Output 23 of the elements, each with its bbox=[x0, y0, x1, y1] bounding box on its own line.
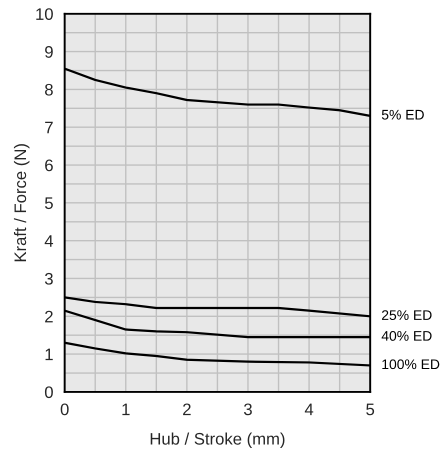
y-tick-label: 7 bbox=[45, 122, 53, 134]
x-tick-label: 5 bbox=[366, 404, 374, 416]
y-tick-label: 8 bbox=[45, 84, 53, 96]
y-tick-label: 3 bbox=[44, 272, 53, 285]
y-tick-label: 0 bbox=[44, 386, 53, 398]
y-tick-label: 9 bbox=[45, 46, 53, 58]
y-tick-label: 4 bbox=[44, 235, 54, 247]
y-tick-label: 5 bbox=[44, 197, 53, 210]
x-tick-label: 3 bbox=[244, 403, 252, 416]
y-tick-label: 1 bbox=[46, 348, 53, 360]
series-label: 100% ED bbox=[382, 359, 440, 370]
x-tick-label: 1 bbox=[122, 404, 130, 416]
x-tick-label: 0 bbox=[60, 403, 69, 416]
y-tick-label: 10 bbox=[36, 8, 53, 20]
x-tick-label: 2 bbox=[183, 403, 191, 416]
y-axis-title: Kraft / Force (N) bbox=[14, 144, 30, 262]
series-label: 5% ED bbox=[382, 110, 424, 120]
y-tick-label: 2 bbox=[45, 310, 53, 322]
series-label: 40% ED bbox=[382, 330, 432, 341]
x-axis-title: Hub / Stroke (mm) bbox=[150, 432, 284, 448]
x-tick-label: 4 bbox=[304, 404, 314, 416]
y-tick-label: 6 bbox=[45, 159, 53, 172]
series-label: 25% ED bbox=[382, 310, 432, 320]
